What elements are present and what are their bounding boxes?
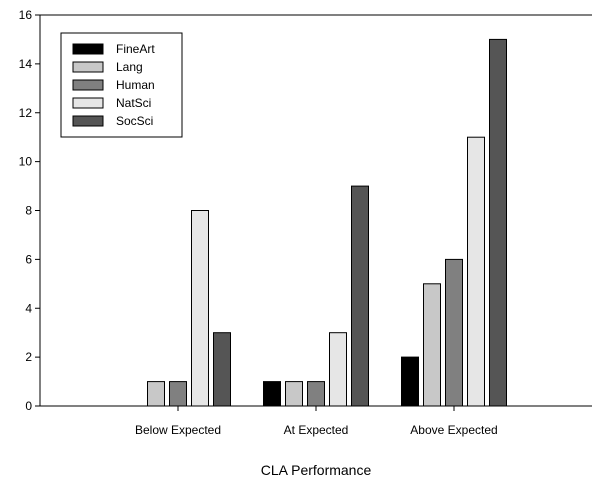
bar-lang-2 [423,283,441,407]
bar-natsci-0 [191,210,209,407]
y-tick-label: 14 [19,57,33,71]
bar-socsci-2 [489,38,507,407]
y-tick-label: 16 [19,8,33,22]
bar-natsci-1 [329,332,347,407]
legend: FineArt Lang Human NatSci SocSci [60,32,183,138]
y-tick-label: 0 [25,399,32,413]
x-axis-title: CLA Performance [261,462,372,478]
legend-label-lang: Lang [116,60,143,74]
bars-group [147,38,507,407]
x-tick-label: Above Expected [410,423,497,437]
bar-human-0 [169,381,187,407]
y-tick-label: 8 [25,204,32,218]
bar-socsci-1 [351,185,369,407]
legend-swatch-natsci [72,97,104,109]
y-tick-label: 10 [19,155,33,169]
bar-socsci-0 [213,332,231,407]
y-ticks-group: 0 2 4 6 8 10 12 14 16 [19,8,40,413]
bar-fineart-1 [263,381,281,407]
legend-label-socsci: SocSci [116,114,153,128]
legend-label-human: Human [116,78,155,92]
bar-lang-1 [285,381,303,407]
bar-human-2 [445,258,463,407]
bar-human-1 [307,381,325,407]
y-tick-label: 2 [25,350,32,364]
legend-label-fineart: FineArt [116,42,155,56]
bar-natsci-2 [467,136,485,407]
x-ticks-group: Below Expected At Expected Above Expected [135,406,498,437]
y-tick-label: 6 [25,252,32,266]
bar-lang-0 [147,381,165,407]
legend-swatch-lang [72,61,104,73]
bar-fineart-2 [401,356,419,407]
legend-swatch-socsci [72,115,104,127]
legend-label-natsci: NatSci [116,96,151,110]
legend-swatch-human [72,79,104,91]
legend-swatch-fineart [72,43,104,55]
y-tick-label: 4 [25,301,32,315]
x-tick-label: At Expected [284,423,349,437]
y-tick-label: 12 [19,106,33,120]
x-tick-label: Below Expected [135,423,221,437]
